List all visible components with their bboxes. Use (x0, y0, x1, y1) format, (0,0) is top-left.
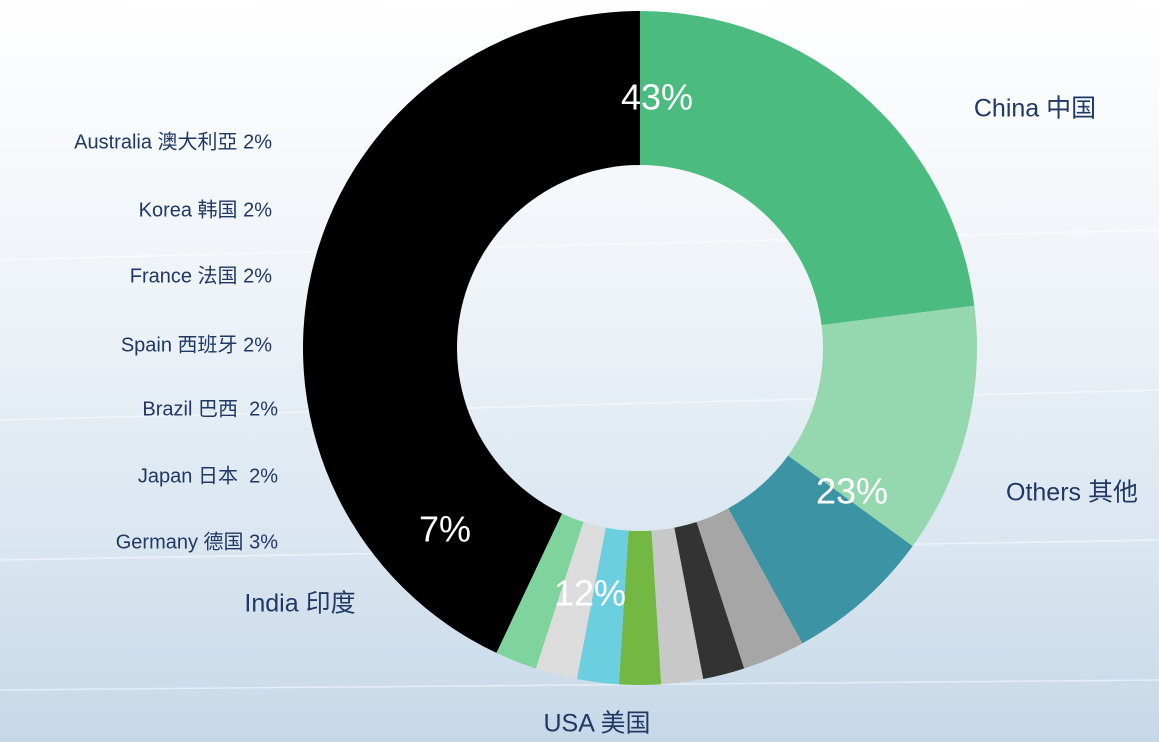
category-label: France 法国 2% (130, 264, 272, 287)
value-label: 7% (419, 509, 471, 550)
page: China 中国 Others 其他 USA 美国 India 印度 Germany 德… (0, 0, 1159, 742)
category-label: Australia 澳大利亞 2% (74, 130, 272, 153)
chart: China 中国 Others 其他 USA 美国 India 印度 Germany 德… (0, 0, 1159, 742)
category-label: Spain 西班牙 2% (121, 333, 272, 356)
donut-slice (640, 11, 974, 325)
category-label: Korea 韩国 2% (139, 198, 273, 221)
category-label: Germany 德国 3% (116, 530, 278, 553)
category-label: India 印度 (244, 590, 355, 618)
category-label: China 中国 (974, 95, 1096, 123)
category-label: USA 美国 (544, 710, 651, 738)
category-label: Japan 日本 2% (138, 464, 278, 487)
value-label: 43% (621, 77, 693, 118)
category-label: Others 其他 (1006, 479, 1138, 507)
value-label: 12% (554, 573, 626, 614)
value-label: 23% (816, 471, 888, 512)
category-label: Brazil 巴西 2% (142, 398, 278, 420)
